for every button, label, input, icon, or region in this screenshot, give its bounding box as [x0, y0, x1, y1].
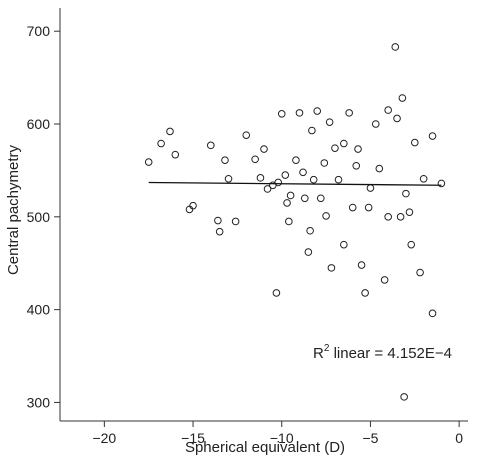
- data-point: [340, 139, 348, 148]
- data-point: [144, 158, 153, 166]
- data-point: [384, 213, 392, 221]
- x-axis-title: Spherical equivalent (D): [185, 439, 345, 456]
- x-tick-label: −10: [270, 430, 294, 446]
- data-point: [292, 156, 300, 165]
- data-point: [316, 194, 325, 203]
- y-tick-label: 500: [27, 209, 51, 225]
- data-point: [325, 118, 334, 126]
- data-point: [221, 156, 229, 165]
- data-point: [352, 161, 361, 170]
- data-point: [393, 114, 401, 123]
- data-point: [371, 120, 380, 128]
- data-point: [185, 205, 194, 214]
- data-point: [366, 184, 375, 192]
- data-point: [214, 216, 222, 225]
- data-point: [405, 208, 414, 216]
- data-point: [171, 150, 180, 159]
- data-point: [299, 168, 307, 177]
- data-point: [437, 179, 446, 188]
- data-point: [277, 110, 286, 118]
- labels-layer: Spherical equivalent (D) Central pachyme…: [5, 144, 452, 456]
- data-point: [301, 194, 309, 203]
- data-point: [286, 191, 295, 200]
- data-point: [375, 164, 384, 173]
- data-point: [419, 174, 428, 183]
- data-point: [285, 217, 293, 226]
- data-point: [416, 268, 424, 277]
- x-tick-label: −5: [362, 430, 378, 446]
- data-point: [361, 289, 369, 297]
- points-layer: [144, 43, 446, 401]
- r-squared-value: linear = 4.152E−4: [329, 345, 452, 362]
- data-point: [410, 138, 419, 147]
- data-point: [320, 159, 329, 167]
- linear-fit-line: [148, 181, 442, 186]
- x-tick-label: −15: [181, 430, 205, 446]
- data-point: [428, 132, 437, 140]
- data-point: [428, 309, 437, 318]
- data-point: [295, 109, 304, 117]
- data-point: [348, 203, 357, 212]
- data-point: [407, 240, 416, 249]
- y-tick-label: 600: [27, 116, 51, 132]
- data-point: [260, 145, 268, 153]
- data-point: [272, 289, 281, 297]
- x-tick-label: 0: [455, 430, 463, 446]
- data-point: [398, 94, 407, 102]
- x-tick-label: −20: [92, 430, 116, 446]
- data-point: [283, 199, 291, 207]
- data-point: [189, 201, 197, 210]
- data-point: [166, 127, 174, 136]
- data-point: [256, 174, 265, 182]
- data-point: [322, 212, 330, 220]
- y-axis-title: Central pachymetry: [5, 144, 22, 275]
- data-point: [327, 264, 336, 272]
- y-tick-label: 400: [27, 302, 51, 318]
- y-tick-label: 300: [27, 394, 51, 410]
- data-point: [251, 155, 259, 164]
- data-point: [340, 240, 348, 249]
- data-point: [308, 126, 316, 135]
- data-point: [215, 227, 224, 236]
- data-point: [345, 109, 353, 117]
- data-point: [231, 217, 240, 226]
- data-point: [306, 226, 314, 235]
- data-point: [364, 203, 373, 212]
- data-point: [357, 261, 366, 269]
- data-point: [400, 393, 408, 401]
- data-point: [281, 171, 290, 179]
- data-point: [242, 131, 251, 139]
- data-point: [380, 276, 389, 284]
- data-point: [206, 141, 215, 150]
- data-point: [274, 178, 282, 187]
- r-squared-superscript: 2: [324, 343, 330, 354]
- data-point: [263, 185, 272, 193]
- data-point: [396, 213, 405, 221]
- y-tick-label: 700: [27, 23, 51, 39]
- data-point: [391, 43, 400, 51]
- data-point: [384, 106, 392, 114]
- data-point: [354, 145, 362, 153]
- data-point: [331, 144, 339, 152]
- data-point: [224, 174, 233, 183]
- data-point: [157, 139, 165, 148]
- data-point: [402, 189, 410, 198]
- data-point: [309, 175, 318, 184]
- data-point: [334, 175, 343, 184]
- fit-layer: [148, 181, 442, 186]
- r-squared-annotation: R2 linear = 4.152E−4: [313, 343, 452, 362]
- data-point: [304, 248, 313, 256]
- r-squared-prefix: R: [313, 345, 324, 362]
- data-point: [313, 107, 322, 115]
- axes-layer: 300 400 500 600 700 −20 −15 −10 −5 0: [27, 8, 468, 446]
